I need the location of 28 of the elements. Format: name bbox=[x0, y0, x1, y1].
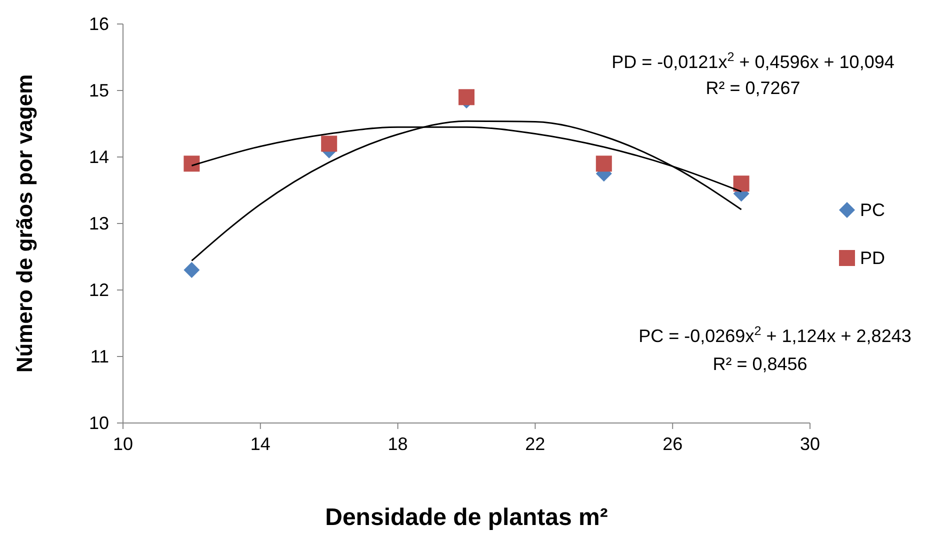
x-tick-label: 10 bbox=[112, 434, 134, 454]
y-tick-label: 10 bbox=[88, 413, 109, 433]
y-tick-label: 14 bbox=[88, 147, 109, 167]
annotation: R² = 0,7267 bbox=[706, 78, 800, 98]
line-series bbox=[190, 120, 742, 262]
point bbox=[184, 262, 200, 278]
y-tick-label: 12 bbox=[88, 280, 109, 300]
x-tick-label: 14 bbox=[250, 434, 270, 454]
y-tick-label: 15 bbox=[88, 80, 109, 100]
y-axis-title: Número de grãos por vagem bbox=[12, 74, 37, 373]
point bbox=[596, 156, 612, 172]
y-tick-label: 11 bbox=[90, 346, 109, 366]
y-tick-label: 16 bbox=[88, 14, 109, 34]
y-tick-label: 13 bbox=[88, 214, 109, 234]
x-tick-label: 22 bbox=[525, 434, 546, 454]
annotation: PD = -0,0121x$^{2}$ + 0,4596x + 10,094 bbox=[612, 50, 894, 72]
x-tick-label: 26 bbox=[662, 434, 683, 454]
point bbox=[321, 136, 338, 152]
annotation: PC = -0,0269x$^{2}$ + 1,124x + 2,8243 bbox=[638, 324, 912, 346]
x-tick-label: 18 bbox=[388, 434, 408, 454]
point bbox=[458, 89, 474, 106]
point bbox=[184, 156, 200, 172]
x-axis-title: Densidade de plantas m² bbox=[325, 504, 608, 531]
annotation: R² = 0,8456 bbox=[712, 354, 808, 374]
legend-label: PC bbox=[860, 200, 886, 220]
point bbox=[733, 176, 750, 192]
legend-label: PD bbox=[860, 248, 886, 268]
x-tick-label: 30 bbox=[800, 434, 820, 454]
